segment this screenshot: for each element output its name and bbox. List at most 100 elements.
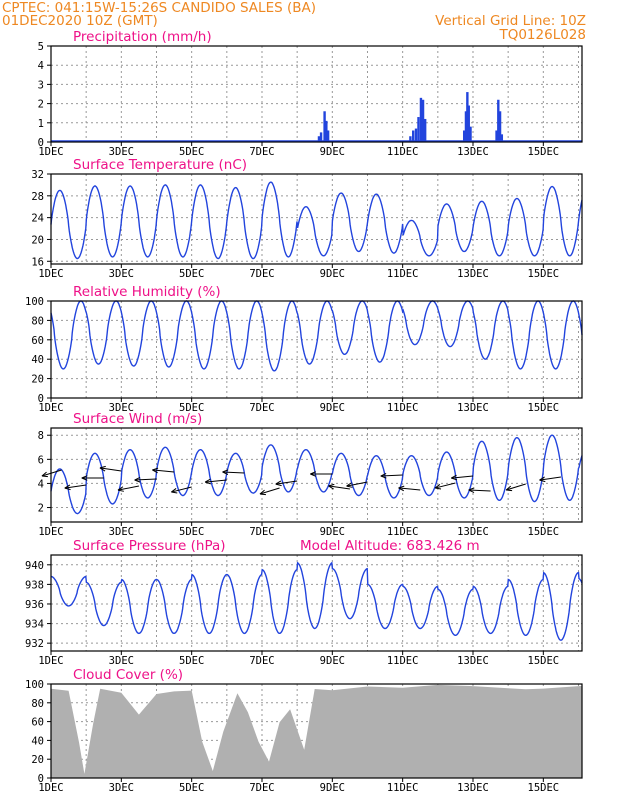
panel-frame — [50, 173, 583, 265]
precip-bar — [466, 92, 469, 142]
y-tick-label: 20 — [31, 374, 44, 386]
y-tick-label: 16 — [31, 256, 44, 268]
wind-arrowhead — [380, 472, 387, 479]
x-tick-label: 7DEC — [249, 782, 274, 794]
wind-arrowhead — [434, 484, 442, 490]
x-tick-label: 5DEC — [179, 526, 204, 538]
cloud-title: Cloud Cover (%) — [73, 667, 183, 683]
wind-arrowhead — [539, 476, 546, 483]
y-tick-label: 28 — [31, 191, 44, 203]
x-tick-label: 3DEC — [109, 655, 134, 667]
panel-frame — [50, 427, 583, 523]
precip-bar — [326, 130, 330, 142]
cloud-area — [51, 684, 582, 778]
x-tick-label: 3DEC — [109, 402, 134, 414]
precip-bar — [325, 120, 328, 142]
panel-frame — [50, 683, 583, 779]
precip-bar — [497, 99, 500, 142]
precip-bar — [412, 130, 415, 142]
x-tick-label: 9DEC — [320, 655, 345, 667]
y-tick-label: 80 — [31, 698, 44, 710]
wind-arrowhead — [275, 480, 282, 487]
wind-arrowhead — [204, 478, 211, 485]
wind-arrowhead — [152, 467, 159, 474]
x-tick-label: 5DEC — [179, 655, 204, 667]
y-tick-label: 3 — [38, 79, 44, 91]
x-tick-label: 3DEC — [109, 146, 134, 158]
wind-vector — [275, 480, 298, 485]
temp-title: Surface Temperature (nC) — [73, 157, 247, 173]
y-tick-label: 40 — [31, 354, 44, 366]
x-tick-label: 7DEC — [249, 526, 274, 538]
x-tick-label: 9DEC — [320, 268, 345, 280]
wind-arrowhead — [468, 487, 475, 494]
y-tick-label: 932 — [25, 638, 44, 650]
x-tick-label: 11DEC — [387, 782, 419, 794]
panel-temp: 16 20 24 28 32 1DEC 3DEC 5DEC 7DEC 9DEC 11DEC 13DEC… — [31, 157, 583, 280]
x-tick-label: 3DEC — [109, 782, 134, 794]
x-tick-label: 15DEC — [528, 782, 560, 794]
precip-bar — [464, 111, 468, 142]
precip-bar — [500, 134, 504, 142]
wind-vector — [259, 487, 280, 495]
panel-frame — [50, 300, 583, 399]
y-tick-label: 934 — [25, 619, 44, 631]
y-tick-label: 32 — [31, 169, 44, 181]
wind-title: Surface Wind (m/s) — [73, 411, 202, 427]
x-tick-label: 9DEC — [320, 782, 345, 794]
x-tick-label: 1DEC — [38, 655, 63, 667]
wind-vector — [222, 471, 245, 474]
wind-arrowhead — [99, 465, 106, 472]
x-tick-label: 9DEC — [320, 146, 345, 158]
header-model-code: TQ0126L028 — [498, 27, 586, 43]
y-tick-label: 0 — [38, 393, 44, 405]
x-tick-label: 1DEC — [38, 782, 63, 794]
x-tick-label: 5DEC — [179, 146, 204, 158]
x-tick-label: 7DEC — [249, 146, 274, 158]
precip-bar — [495, 130, 498, 142]
precip-title: Precipitation (mm/h) — [73, 29, 212, 45]
precip-bar — [467, 105, 470, 142]
x-tick-label: 9DEC — [320, 526, 345, 538]
x-tick-label: 13DEC — [457, 268, 489, 280]
wind-vector — [539, 476, 561, 481]
panel-pres: 932 934 936 938 940 1DEC 3DEC 5DEC 7DEC 9DEC 11DEC… — [25, 538, 583, 667]
x-tick-label: 11DEC — [387, 655, 419, 667]
precip-bar — [417, 117, 420, 142]
precip-bar — [317, 136, 321, 142]
wind-vector — [380, 474, 403, 477]
y-tick-label: 4 — [38, 60, 44, 72]
precip-bar — [419, 97, 423, 142]
pres-series-line — [51, 561, 583, 641]
y-tick-label: 936 — [25, 599, 44, 611]
precip-bar — [323, 111, 326, 142]
temp-series-line — [50, 181, 583, 260]
x-tick-label: 7DEC — [249, 655, 274, 667]
wind-arrowhead — [64, 484, 71, 491]
y-tick-label: 0 — [38, 773, 44, 785]
wind-arrowhead — [346, 482, 353, 488]
wind-arrowhead — [171, 488, 178, 494]
x-tick-label: 7DEC — [249, 268, 274, 280]
precip-bar — [498, 111, 502, 142]
y-tick-label: 60 — [31, 717, 44, 729]
x-tick-label: 13DEC — [457, 526, 489, 538]
x-tick-label: 5DEC — [179, 782, 204, 794]
panel-precip: 0 1 2 3 4 5 1DEC 3DEC 5DEC 7DEC 9DEC 11DEC 13DEC 15DE… — [38, 29, 583, 158]
x-tick-label: 1DEC — [38, 268, 63, 280]
wind-arrowhead — [328, 483, 335, 490]
wind-vector — [451, 475, 474, 479]
panel-wind: 2 4 6 8 1DEC 3DEC 5DEC 7DEC 9DEC 11DEC 13DEC 15DEC S… — [38, 411, 583, 538]
x-tick-label: 3DEC — [109, 526, 134, 538]
wind-arrowhead — [41, 471, 48, 478]
precip-bar — [469, 126, 472, 142]
wind-vector — [64, 484, 87, 489]
y-tick-label: 5 — [38, 41, 44, 53]
panel-rh: 0 20 40 60 80 100 1DEC 3DEC 5DEC 7DEC 9DEC 11DEC 13D… — [25, 284, 583, 414]
x-tick-label: 1DEC — [38, 402, 63, 414]
x-tick-label: 1DEC — [38, 146, 63, 158]
wind-arrowhead — [117, 486, 124, 492]
panel-frame — [50, 45, 583, 143]
wind-vector — [346, 481, 368, 487]
